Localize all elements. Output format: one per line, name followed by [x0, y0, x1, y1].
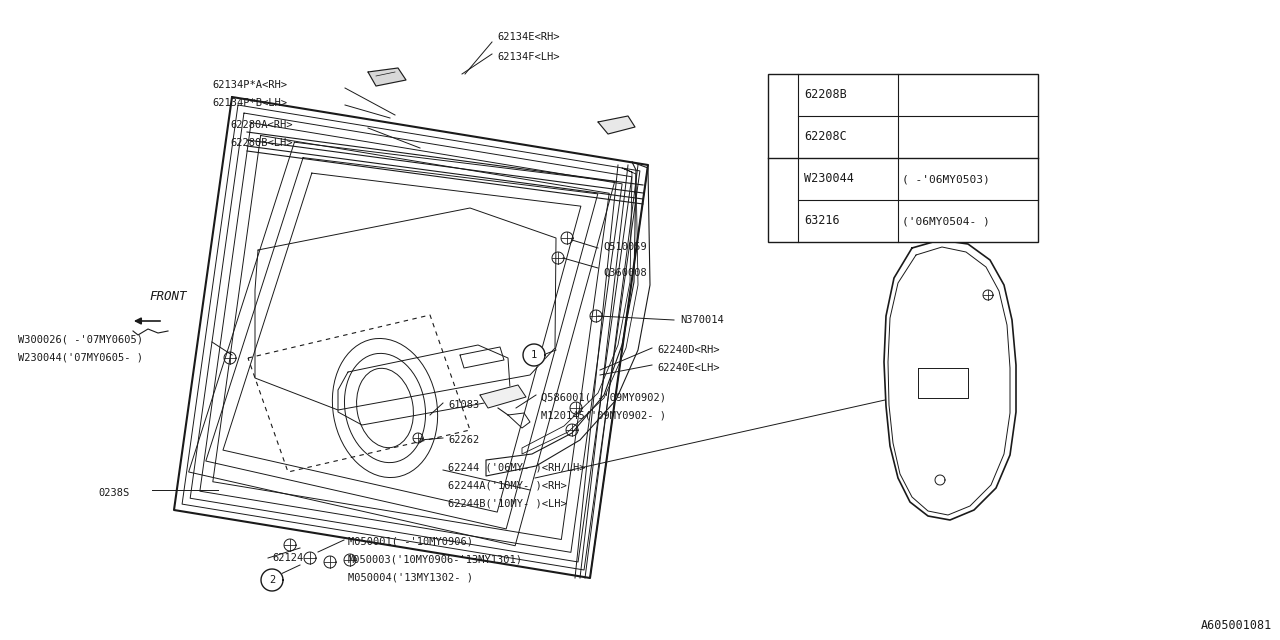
Text: 62240D<RH>: 62240D<RH>: [657, 345, 719, 355]
Text: 62244 ('06MY- )<RH/LH>: 62244 ('06MY- )<RH/LH>: [448, 463, 585, 473]
Text: 62124: 62124: [273, 553, 303, 563]
Text: 62244B('10MY- )<LH>: 62244B('10MY- )<LH>: [448, 499, 567, 509]
Text: 0238S: 0238S: [99, 488, 129, 498]
Text: 62240E<LH>: 62240E<LH>: [657, 363, 719, 373]
Polygon shape: [773, 85, 794, 105]
Text: Q360008: Q360008: [603, 268, 646, 278]
Text: 62134P*B<LH>: 62134P*B<LH>: [212, 98, 287, 108]
Text: W230044: W230044: [804, 173, 854, 186]
Text: 62244A('10MY- )<RH>: 62244A('10MY- )<RH>: [448, 481, 567, 491]
Text: 61083: 61083: [448, 400, 479, 410]
Polygon shape: [480, 385, 526, 408]
Text: N370014: N370014: [680, 315, 723, 325]
Text: 63216: 63216: [804, 214, 840, 227]
Text: 1: 1: [531, 350, 538, 360]
Text: Q510059: Q510059: [603, 242, 646, 252]
Text: 2: 2: [780, 174, 786, 184]
Text: 62280A<RH>: 62280A<RH>: [230, 120, 293, 130]
Text: 62134P*A<RH>: 62134P*A<RH>: [212, 80, 287, 90]
Polygon shape: [524, 344, 545, 366]
Bar: [768, 74, 1038, 242]
Text: 62208B: 62208B: [804, 88, 847, 102]
Text: W300026( -'07MY0605): W300026( -'07MY0605): [18, 334, 143, 344]
Polygon shape: [598, 116, 635, 134]
Text: ( -'06MY0503): ( -'06MY0503): [902, 174, 989, 184]
Polygon shape: [773, 169, 794, 189]
Text: A605001081: A605001081: [1201, 619, 1272, 632]
Text: M050003('10MY0906-'13MY1301): M050003('10MY0906-'13MY1301): [348, 555, 524, 565]
Text: W230044('07MY0605- ): W230044('07MY0605- ): [18, 352, 143, 362]
Text: M050001( -'10MY0906): M050001( -'10MY0906): [348, 537, 474, 547]
Text: M120145('09MY0902- ): M120145('09MY0902- ): [541, 410, 666, 420]
Text: 62262: 62262: [448, 435, 479, 445]
Text: ('06MY0504- ): ('06MY0504- ): [902, 216, 989, 226]
Text: 2: 2: [269, 575, 275, 585]
Polygon shape: [261, 569, 283, 591]
Text: FRONT: FRONT: [150, 290, 187, 303]
Polygon shape: [369, 68, 406, 86]
Text: M050004('13MY1302- ): M050004('13MY1302- ): [348, 573, 474, 583]
Text: 62134F<LH>: 62134F<LH>: [497, 52, 559, 62]
Text: 62208C: 62208C: [804, 131, 847, 143]
Text: 1: 1: [780, 90, 786, 100]
Text: Q586001( -'09MY0902): Q586001( -'09MY0902): [541, 392, 666, 402]
Text: 62280B<LH>: 62280B<LH>: [230, 138, 293, 148]
Text: 62134E<RH>: 62134E<RH>: [497, 32, 559, 42]
